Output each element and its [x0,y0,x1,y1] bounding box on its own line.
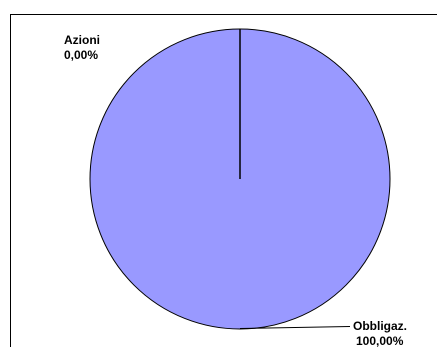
slice-label-obbligaz-name: Obbligaz. [353,319,407,333]
slice-label-azioni-value: 0,00% [64,48,98,62]
leader-line-obbligaz [239,326,351,329]
slice-label-obbligaz-value: 100,00% [356,334,404,347]
pie-slices [89,28,391,330]
slice-label-azioni-name: Azioni [64,33,100,47]
